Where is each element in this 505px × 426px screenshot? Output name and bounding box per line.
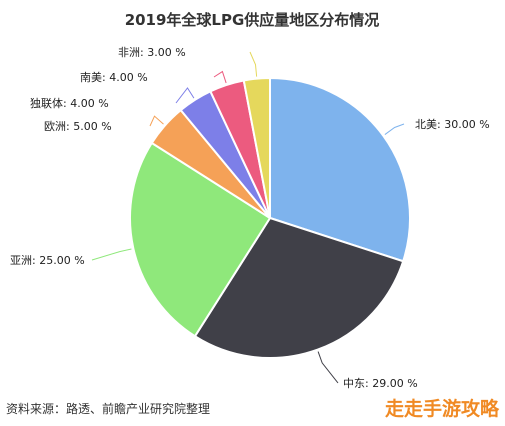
chart-title: 2019年全球LPG供应量地区分布情况 bbox=[125, 11, 380, 29]
leader-line-2 bbox=[317, 351, 339, 384]
slice-label-2: 中东: 29.00 % bbox=[343, 377, 418, 390]
source-note: 资料来源：路透、前瞻产业研究院整理 bbox=[6, 401, 210, 416]
pie-slice-2 bbox=[193, 216, 405, 359]
pie-slice-7 bbox=[242, 76, 271, 219]
slice-label-7: 非洲: 3.00 % bbox=[118, 46, 186, 59]
leader-line-5 bbox=[175, 87, 195, 104]
label-leader-lines bbox=[91, 51, 405, 384]
leader-line-6 bbox=[213, 70, 227, 84]
pie-slice-3 bbox=[129, 141, 272, 338]
slice-label-5: 独联体: 4.00 % bbox=[30, 96, 109, 110]
pie-slice-1 bbox=[269, 76, 411, 263]
slice-label-4: 欧洲: 5.00 % bbox=[44, 120, 112, 133]
slice-label-6: 南美: 4.00 % bbox=[80, 71, 148, 84]
leader-line-3 bbox=[91, 248, 132, 261]
leader-line-4 bbox=[149, 115, 164, 127]
pie-slices bbox=[129, 76, 411, 359]
site-watermark: 走走手游攻略 bbox=[385, 397, 500, 420]
slice-label-3: 亚洲: 25.00 % bbox=[10, 254, 85, 267]
slice-labels: 北美: 30.00 % 中东: 29.00 % 亚洲: 25.00 % 欧洲: 5.0… bbox=[10, 46, 490, 390]
leader-line-7 bbox=[249, 51, 258, 77]
leader-line-1 bbox=[384, 123, 405, 135]
slice-label-1: 北美: 30.00 % bbox=[415, 118, 490, 131]
